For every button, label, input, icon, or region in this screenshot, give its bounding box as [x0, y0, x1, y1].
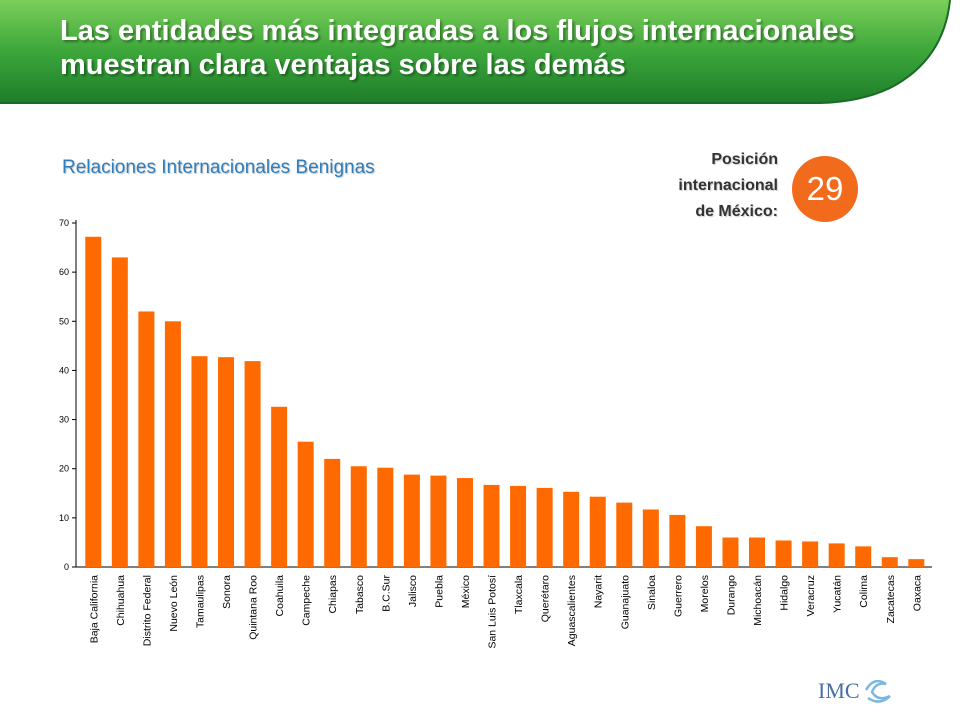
- category-label: Michoacán: [752, 575, 764, 626]
- category-label: Aguascalientes: [566, 575, 578, 646]
- bar-chart: 0 10 20 30 40 50 60 70 Baja California Chihuahua…: [59, 218, 932, 649]
- category-label: Campeche: [301, 575, 313, 626]
- bar: [563, 491, 580, 567]
- rank-badge: 29: [792, 156, 858, 222]
- x-axis-labels: Baja California Chihuahua Distrito Federal…: [88, 575, 923, 649]
- slide-title: Las entidades más integradas a los flujo…: [60, 15, 855, 81]
- category-label: Sinaloa: [646, 575, 658, 610]
- category-label: Sonora: [221, 575, 233, 609]
- bar: [138, 311, 155, 567]
- rank-label-line-1: Posición: [711, 151, 778, 168]
- bar: [191, 356, 208, 567]
- category-label: Distrito Federal: [141, 575, 153, 646]
- bar: [802, 541, 819, 567]
- y-tick-label: 30: [59, 415, 69, 425]
- bar: [881, 557, 898, 567]
- bar: [828, 543, 845, 567]
- bar: [510, 485, 527, 567]
- bar: [403, 474, 420, 567]
- bar: [85, 236, 102, 567]
- category-label: Colima: [858, 575, 870, 608]
- bar: [430, 475, 447, 567]
- chart-title: Relaciones Internacionales Benignas: [62, 157, 375, 178]
- bar: [350, 466, 367, 567]
- category-label: Morelos: [699, 575, 711, 612]
- category-label: Veracruz: [805, 575, 817, 616]
- imco-logo: IMC: [818, 678, 891, 703]
- category-label: Chihuahua: [115, 575, 127, 626]
- bar: [642, 509, 659, 567]
- category-label: México: [460, 575, 472, 608]
- category-label: Tabasco: [354, 575, 366, 614]
- category-label: Durango: [725, 575, 737, 615]
- y-tick-label: 20: [59, 464, 69, 474]
- bar: [271, 406, 288, 567]
- bar: [855, 546, 872, 567]
- category-label: Nayarit: [593, 575, 605, 608]
- bar: [908, 559, 925, 567]
- bar: [695, 526, 712, 567]
- bar: [377, 467, 394, 567]
- bar: [775, 540, 792, 567]
- y-tick-label: 40: [59, 365, 69, 375]
- bar: [218, 357, 235, 567]
- bar: [244, 361, 261, 567]
- category-label: Zacatecas: [885, 575, 897, 623]
- category-label: Yucatán: [832, 575, 844, 613]
- category-label: Tlaxcala: [513, 575, 525, 614]
- category-label: Quintana Roo: [248, 575, 260, 640]
- category-label: Chiapas: [327, 575, 339, 614]
- y-tick-label: 60: [59, 267, 69, 277]
- rank-label: Posición internacional de México:: [640, 147, 778, 225]
- bar: [589, 496, 606, 567]
- bar: [616, 502, 633, 567]
- category-label: Nuevo León: [168, 575, 180, 632]
- bar: [722, 537, 739, 567]
- category-label: San Luis Potosí: [487, 575, 499, 649]
- category-label: Guanajuato: [619, 575, 631, 629]
- bar: [483, 484, 500, 567]
- category-label: B.C.Sur: [380, 575, 392, 612]
- title-banner: [0, 0, 951, 104]
- category-label: Guerrero: [672, 575, 684, 617]
- bar: [536, 487, 553, 567]
- bar: [111, 257, 128, 567]
- bar: [456, 478, 473, 567]
- category-label: Puebla: [433, 575, 445, 608]
- logo-text: IMC: [818, 678, 860, 703]
- category-label: Oaxaca: [911, 575, 923, 611]
- bar: [669, 514, 686, 567]
- bar: [164, 321, 181, 567]
- category-label: Tamaulipas: [194, 575, 206, 628]
- category-label: Jalisco: [407, 575, 419, 607]
- y-tick-label: 10: [59, 513, 69, 523]
- bar: [749, 537, 766, 567]
- category-label: Querétaro: [540, 575, 552, 622]
- y-tick-label: 0: [64, 562, 69, 572]
- category-label: Baja California: [88, 575, 100, 643]
- rank-label-line-3: de México:: [695, 203, 778, 220]
- category-label: Hidalgo: [779, 575, 791, 611]
- bar: [297, 441, 314, 567]
- y-tick-label: 70: [59, 218, 69, 228]
- category-label: Coahuila: [274, 575, 286, 617]
- bar: [324, 458, 341, 567]
- rank-label-line-2: internacional: [678, 177, 778, 194]
- y-tick-label: 50: [59, 316, 69, 326]
- bars-group: [85, 236, 925, 567]
